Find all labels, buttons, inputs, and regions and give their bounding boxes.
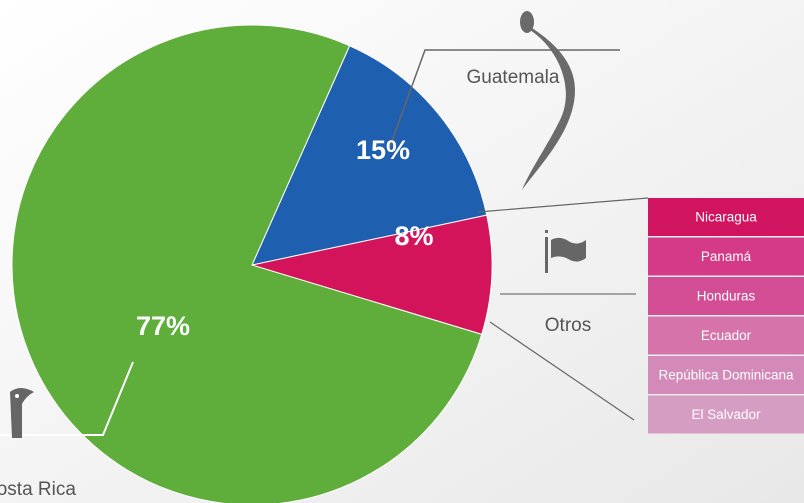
list-label: El Salvador — [691, 407, 761, 422]
value-label: 77% — [136, 311, 190, 341]
list-label: Honduras — [697, 288, 756, 303]
value-label: 8% — [394, 221, 433, 251]
category-label: Otros — [545, 315, 591, 336]
pie — [12, 25, 492, 503]
page: {"chart_data": {"type": "pie", "categori… — [0, 0, 804, 503]
category-label: Costa Rica — [0, 479, 76, 500]
chart: Guatemala Otros Costa Rica 15% 8% 77% Ni… — [0, 0, 804, 503]
category-label: Guatemala — [467, 67, 560, 88]
list-label: Ecuador — [701, 328, 752, 343]
list-label: Panamá — [701, 249, 752, 264]
value-label: 15% — [356, 135, 410, 165]
list-label: República Dominicana — [658, 367, 794, 382]
list-label: Nicaragua — [695, 209, 757, 224]
